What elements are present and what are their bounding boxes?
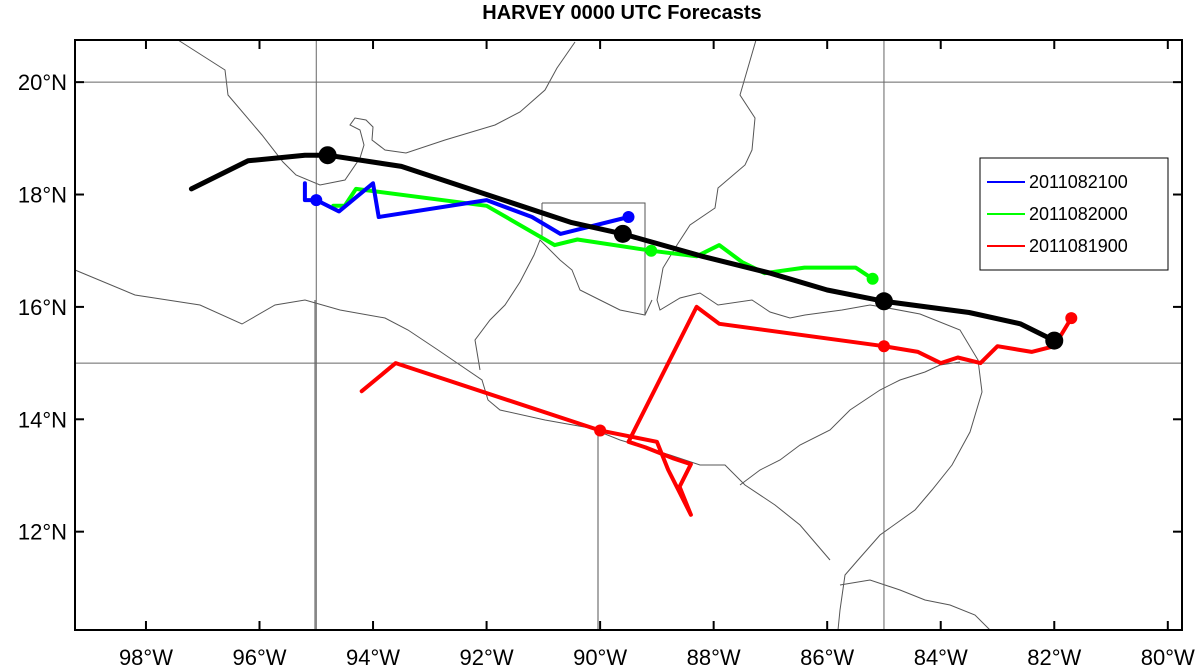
forecast-track-2011082100-point: [310, 194, 323, 207]
x-tick-label: 90°W: [573, 645, 627, 670]
x-tick-label: 82°W: [1027, 645, 1081, 670]
coastline-outlines: [74, 39, 991, 631]
forecast-track-2011082100-point: [622, 211, 635, 223]
x-tick-label: 88°W: [687, 645, 741, 670]
x-tick-label: 96°W: [232, 645, 286, 670]
forecast-track-2011081900-point: [594, 424, 607, 437]
x-tick-label: 86°W: [800, 645, 854, 670]
x-tick-label: 98°W: [119, 645, 173, 670]
legend-label: 2011082000: [1029, 204, 1128, 224]
forecast-track-2011082000-point: [645, 244, 658, 257]
x-axis: 98°W 96°W 94°W 92°W 90°W 88°W 86°W 84°W 82°W 80°W: [119, 40, 1195, 670]
x-tick-label: 80°W: [1141, 645, 1195, 670]
y-tick-label: 14°N: [18, 407, 67, 432]
forecast-track-2011081900-point: [877, 340, 890, 353]
legend: 2011082100 2011082000 2011081900: [979, 157, 1169, 271]
legend-label: 2011082100: [1029, 172, 1128, 192]
map-title: HARVEY 0000 UTC Forecasts: [482, 2, 762, 24]
graticule-lines: [75, 40, 1182, 630]
map-frame: [74, 39, 1183, 631]
y-tick-label: 12°N: [18, 520, 67, 545]
forecast-track-2011082000-line: [331, 186, 875, 281]
y-tick-label: 16°N: [18, 295, 67, 320]
best-track-point: [874, 292, 893, 311]
forecast-tracks: [188, 146, 1078, 517]
legend-label: 2011081900: [1029, 236, 1128, 256]
y-tick-label: 18°N: [18, 183, 67, 208]
forecast-track-2011081900-line: [359, 304, 1074, 517]
forecast-track-2011082000-point: [866, 272, 879, 285]
best-track-point: [613, 224, 632, 243]
forecast-track-2011081900-point: [1065, 312, 1078, 325]
best-track-point: [1045, 331, 1064, 350]
x-tick-label: 84°W: [914, 645, 968, 670]
x-tick-label: 92°W: [460, 645, 514, 670]
best-track-point: [318, 146, 337, 165]
x-tick-label: 94°W: [346, 645, 400, 670]
y-tick-label: 20°N: [18, 70, 67, 95]
y-axis: 12°N 14°N 16°N 18°N 20°N: [18, 70, 1182, 545]
